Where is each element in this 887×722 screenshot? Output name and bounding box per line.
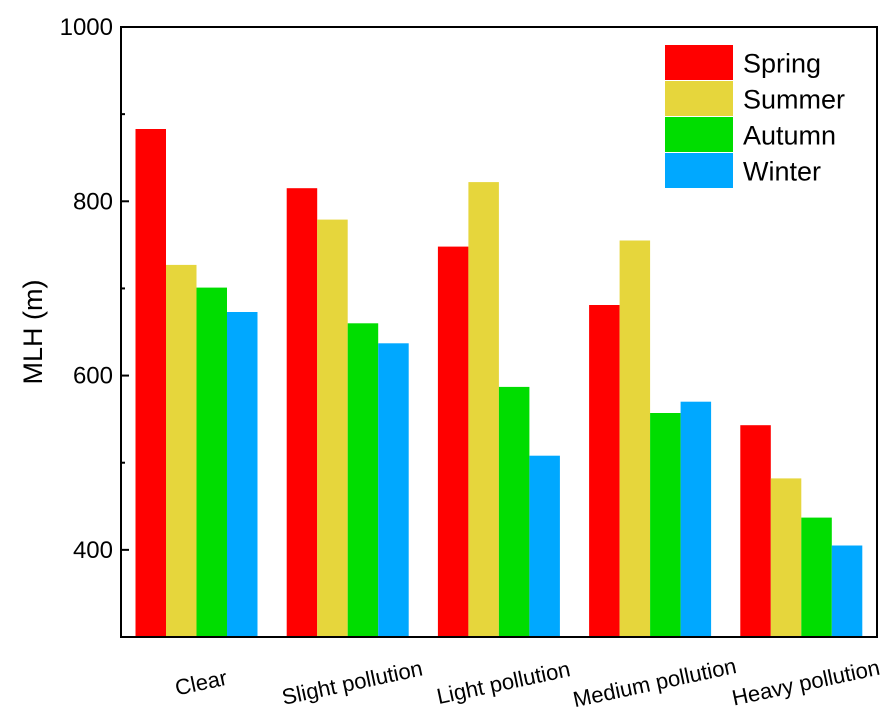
bar-autumn-medium-pollution [650, 413, 681, 637]
legend-swatch-winter [665, 153, 733, 188]
legend-label-summer: Summer [743, 85, 845, 115]
legend-swatch-autumn [665, 117, 733, 152]
x-category-label: Light pollution [434, 656, 572, 709]
legend-label-autumn: Autumn [743, 121, 836, 151]
bar-autumn-clear [196, 287, 227, 637]
bar-summer-slight-pollution [317, 219, 348, 637]
x-category-label: Medium pollution [571, 653, 739, 712]
bar-spring-heavy-pollution [740, 425, 771, 637]
bar-winter-heavy-pollution [831, 545, 863, 637]
bar-summer-heavy-pollution [770, 478, 802, 637]
bar-winter-slight-pollution [378, 343, 409, 637]
bar-winter-light-pollution [529, 455, 560, 637]
legend-swatch-spring [665, 45, 733, 80]
y-axis: 400 600 800 1000 [60, 14, 129, 638]
bar-summer-clear [166, 264, 197, 637]
bar-spring-medium-pollution [589, 305, 620, 637]
x-category-label: Slight pollution [280, 656, 425, 710]
y-tick-label: 600 [73, 363, 113, 390]
bar-spring-slight-pollution [286, 188, 318, 637]
bar-spring-clear [135, 129, 166, 637]
bar-winter-clear [227, 312, 258, 637]
plot-frame [120, 26, 878, 638]
y-tick-label: 400 [73, 537, 113, 564]
bar-summer-medium-pollution [619, 240, 651, 637]
bars-group [135, 129, 863, 637]
y-tick-label: 1000 [60, 14, 113, 41]
bar-autumn-light-pollution [498, 386, 530, 637]
bar-spring-light-pollution [437, 246, 469, 637]
bar-winter-medium-pollution [680, 401, 712, 637]
x-category-label: Heavy pollution [730, 655, 882, 711]
legend-label-winter: Winter [743, 157, 821, 187]
bar-summer-light-pollution [468, 182, 499, 637]
x-category-label: Clear [173, 665, 230, 700]
bar-autumn-slight-pollution [347, 323, 379, 637]
y-tick-label: 800 [73, 188, 113, 215]
bar-autumn-heavy-pollution [801, 517, 832, 637]
legend-label-spring: Spring [743, 49, 821, 79]
legend-swatch-summer [665, 81, 733, 116]
legend: Spring Summer Autumn Winter [665, 45, 845, 188]
y-axis-title: MLH (m) [18, 280, 48, 385]
x-axis: Clear Slight pollution Light pollutionMedi… [173, 653, 882, 712]
